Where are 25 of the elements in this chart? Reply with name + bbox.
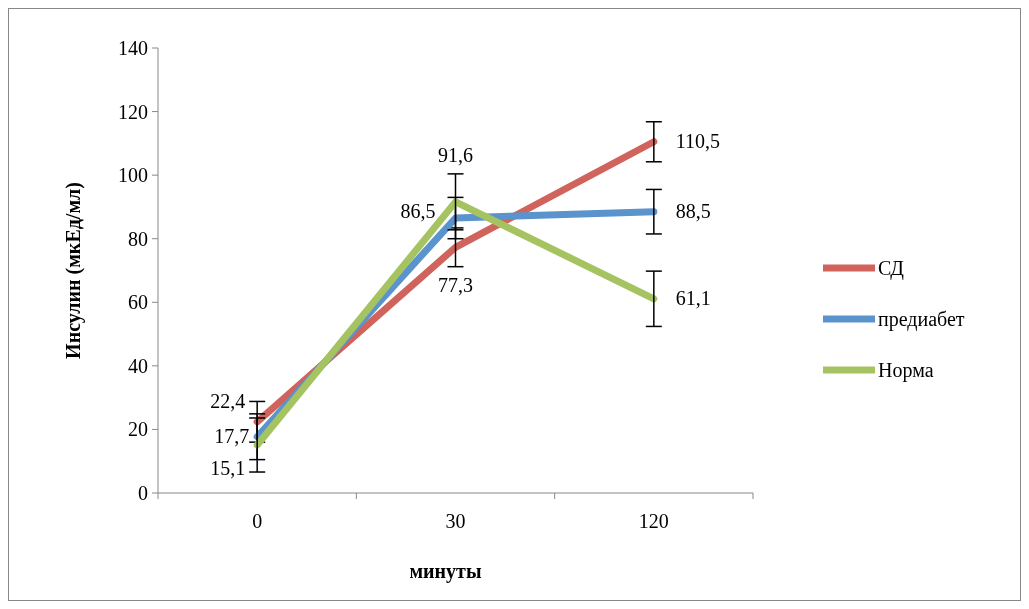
y-tick-label: 100 [118,164,148,187]
legend-label: Норма [878,359,934,382]
y-tick-label: 60 [128,291,148,314]
y-tick-label: 140 [118,37,148,59]
x-axis-title: минуты [409,560,482,583]
data-label: 91,6 [438,143,473,166]
y-tick-label: 40 [128,354,148,377]
y-tick-label: 80 [128,227,148,250]
data-label: 15,1 [210,457,246,479]
y-axis-title: Инсулин (мкЕд/мл) [62,182,85,359]
y-tick-label: 120 [118,100,148,123]
data-label: 22,4 [210,389,246,412]
x-tick-label: 120 [638,510,669,532]
data-label: 17,7 [214,424,250,447]
data-label: 61,1 [675,286,711,309]
y-tick-label: 0 [138,482,148,504]
data-label: 86,5 [400,200,436,223]
x-tick-label: 0 [252,510,263,532]
y-tick-label: 20 [128,418,148,441]
data-label: 110,5 [675,129,721,152]
legend-label: СД [878,257,905,280]
data-label: 88,5 [675,199,711,222]
x-tick-label: 30 [445,510,466,532]
legend-label: предиабет [878,308,965,331]
data-label: 77,3 [438,274,473,297]
